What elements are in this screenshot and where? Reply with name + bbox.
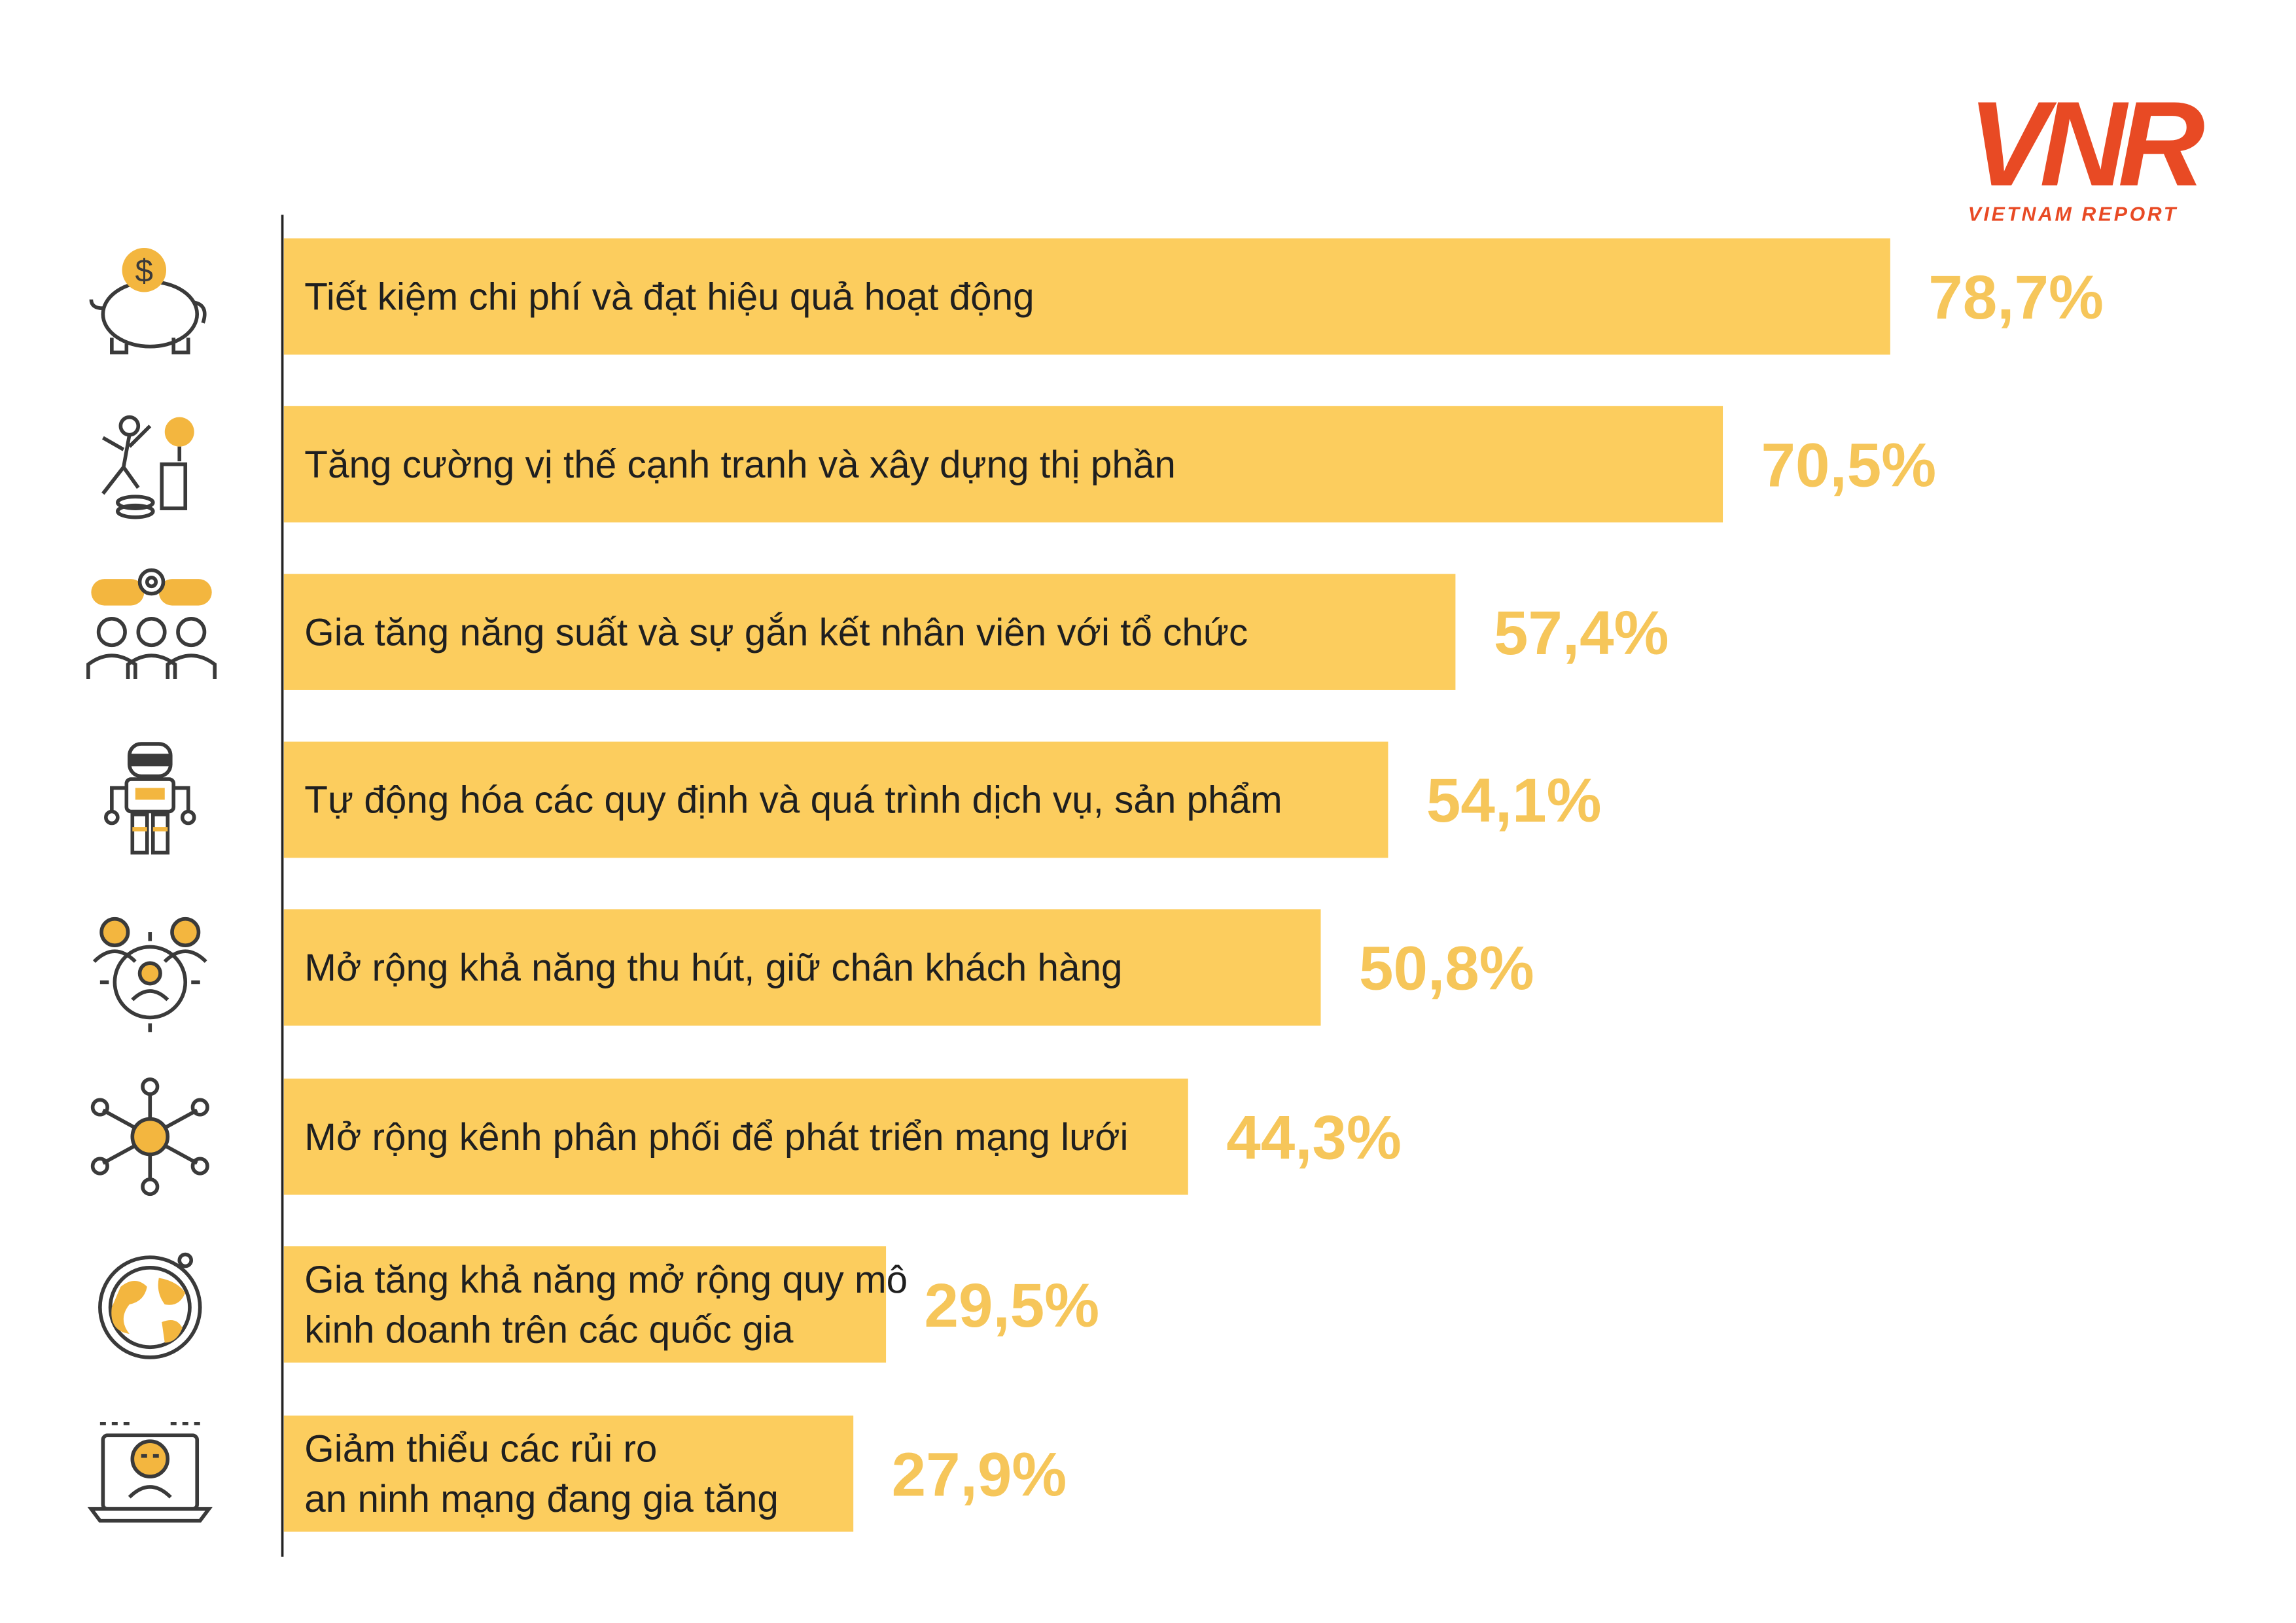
value-label: 70,5% [1761, 431, 1936, 500]
bar [283, 238, 1890, 355]
bar [283, 741, 1388, 858]
bar-label: Tự động hóa các quy định và quá trình dị… [304, 779, 1282, 822]
bar-label: Giảm thiểu các rủi ro an ninh mạng đang g… [304, 1428, 779, 1520]
bar [283, 1246, 887, 1363]
bar-label: Tăng cường vị thế cạnh tranh và xây dựng… [304, 444, 1176, 486]
bar [283, 574, 1456, 690]
vietnam-report-logo: VNR VIETNAM REPORT [1968, 77, 2214, 225]
value-label: 57,4% [1494, 599, 1669, 668]
bar-label: Mở rộng kênh phân phối để phát triển mạn… [304, 1116, 1128, 1159]
customer-target-icon [92, 916, 207, 1032]
bars: Tiết kiệm chi phí và đạt hiệu quả hoạt đ… [283, 238, 2104, 1532]
bar [283, 1415, 854, 1532]
bar-label-line: Gia tăng khả năng mở rộng quy mô [304, 1259, 908, 1301]
bar-label-line: Mở rộng kênh phân phối để phát triển mạn… [304, 1116, 1128, 1159]
bar-label-line: Tiết kiệm chi phí và đạt hiệu quả hoạt đ… [304, 275, 1034, 318]
robot-automation-icon [104, 742, 196, 855]
value-label: 50,8% [1359, 935, 1534, 1003]
bar [283, 406, 1723, 523]
value-label: 27,9% [892, 1440, 1067, 1509]
bar-label-line: Tăng cường vị thế cạnh tranh và xây dựng… [304, 444, 1176, 486]
globe-icon [98, 1252, 202, 1359]
logo-name: VIETNAM REPORT [1968, 203, 2178, 225]
bar-label-line: kinh doanh trên các quốc gia [304, 1308, 794, 1351]
value-label: 29,5% [925, 1272, 1100, 1340]
bar-label-line: Gia tăng năng suất và sự gắn kết nhân vi… [304, 611, 1248, 654]
bar-label-line: Giảm thiểu các rủi ro [304, 1428, 657, 1471]
bar [283, 909, 1321, 1026]
bar-label: Gia tăng năng suất và sự gắn kết nhân vi… [304, 611, 1248, 654]
piggy-bank-icon: $ [89, 248, 207, 355]
svg-text:$: $ [135, 253, 154, 289]
bar-label-line: Tự động hóa các quy định và quá trình dị… [304, 779, 1282, 822]
team-productivity-icon [86, 568, 217, 680]
distribution-network-icon [90, 1077, 209, 1196]
bar-label-line: Mở rộng khả năng thu hút, giữ chân khách… [304, 947, 1122, 989]
value-label: 44,3% [1226, 1104, 1402, 1172]
bar-label: Tiết kiệm chi phí và đạt hiệu quả hoạt đ… [304, 275, 1034, 318]
bar-label: Mở rộng khả năng thu hút, giữ chân khách… [304, 947, 1122, 989]
value-label: 54,1% [1426, 767, 1602, 835]
value-label: 78,7% [1928, 264, 2104, 332]
bar [283, 1078, 1188, 1195]
cyber-security-icon [87, 1422, 213, 1523]
bar-label-line: an ninh mạng đang gia tăng [304, 1478, 779, 1520]
competition-icon [101, 415, 194, 519]
bar-label: Gia tăng khả năng mở rộng quy mô kinh doa… [304, 1259, 908, 1351]
icons: $ [86, 248, 217, 1523]
logo-mark: VNR [1968, 77, 2204, 211]
